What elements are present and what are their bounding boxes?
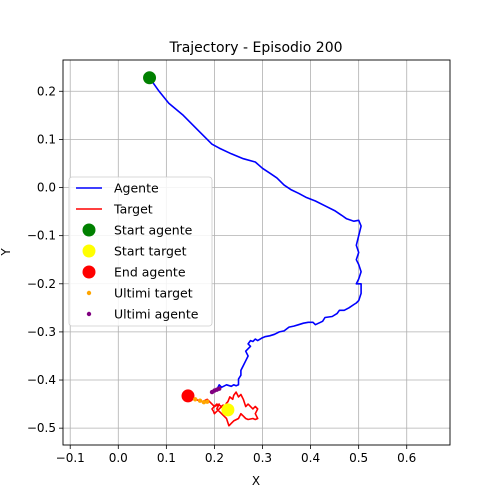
legend-swatch-end-agente bbox=[82, 265, 96, 279]
series-line-agente bbox=[148, 77, 362, 393]
x-tick-label: 0.0 bbox=[109, 451, 128, 465]
legend-label-end-agente: End agente bbox=[114, 265, 186, 280]
y-axis-ticks: 0.2 0.1 0.0 −0.1 −0.2 −0.3 −0.4 −0.5 bbox=[27, 84, 63, 435]
marker-end-agente bbox=[181, 389, 195, 403]
legend-swatch-start-target bbox=[82, 244, 96, 258]
x-axis-label: X bbox=[252, 474, 260, 488]
y-tick-label: −0.5 bbox=[27, 421, 56, 435]
legend-label-start-agente: Start agente bbox=[114, 223, 193, 238]
x-tick-label: 0.2 bbox=[205, 451, 224, 465]
point-ultimi-target bbox=[205, 399, 210, 404]
y-tick-label: 0.0 bbox=[37, 181, 56, 195]
marker-start-agente bbox=[143, 71, 157, 85]
y-tick-label: −0.3 bbox=[27, 325, 56, 339]
legend-label-ultimi-target: Ultimi target bbox=[114, 286, 193, 301]
x-tick-label: −0.1 bbox=[56, 451, 85, 465]
series-line-target bbox=[187, 391, 259, 427]
y-tick-label: −0.4 bbox=[27, 373, 56, 387]
x-tick-label: 0.1 bbox=[157, 451, 176, 465]
legend-swatch-ultimi-agente bbox=[86, 311, 92, 317]
legend-label-target: Target bbox=[113, 202, 153, 217]
series-layer bbox=[143, 71, 362, 427]
x-tick-label: 0.6 bbox=[397, 451, 416, 465]
point-ultimi-agente bbox=[217, 386, 222, 391]
marker-start-target bbox=[221, 403, 235, 417]
y-tick-label: 0.1 bbox=[37, 132, 56, 146]
point-ultimi-target bbox=[197, 398, 203, 403]
point-ultimi-target bbox=[193, 397, 198, 402]
y-axis-label: Y bbox=[0, 248, 13, 257]
y-tick-label: −0.2 bbox=[27, 277, 56, 291]
legend-swatch-ultimi-target bbox=[86, 290, 92, 296]
x-tick-label: 0.3 bbox=[253, 451, 272, 465]
plot-frame bbox=[62, 59, 451, 446]
y-tick-label: −0.1 bbox=[27, 229, 56, 243]
point-ultimi-target bbox=[201, 399, 207, 405]
x-axis-ticks: −0.1 0.0 0.1 0.2 0.3 0.4 0.5 0.6 bbox=[56, 445, 416, 465]
y-tick-label: 0.2 bbox=[37, 84, 56, 98]
legend-box bbox=[68, 176, 213, 327]
x-tick-label: 0.4 bbox=[301, 451, 320, 465]
legend-label-start-target: Start target bbox=[114, 244, 187, 259]
legend: Agente Target Start agente Start target End … bbox=[68, 176, 213, 327]
chart-title: Trajectory - Episodio 200 bbox=[168, 40, 342, 56]
x-tick-label: 0.5 bbox=[349, 451, 368, 465]
legend-label-ultimi-agente: Ultimi agente bbox=[114, 307, 199, 322]
legend-label-agente: Agente bbox=[114, 181, 159, 196]
legend-swatch-start-agente bbox=[82, 223, 96, 237]
